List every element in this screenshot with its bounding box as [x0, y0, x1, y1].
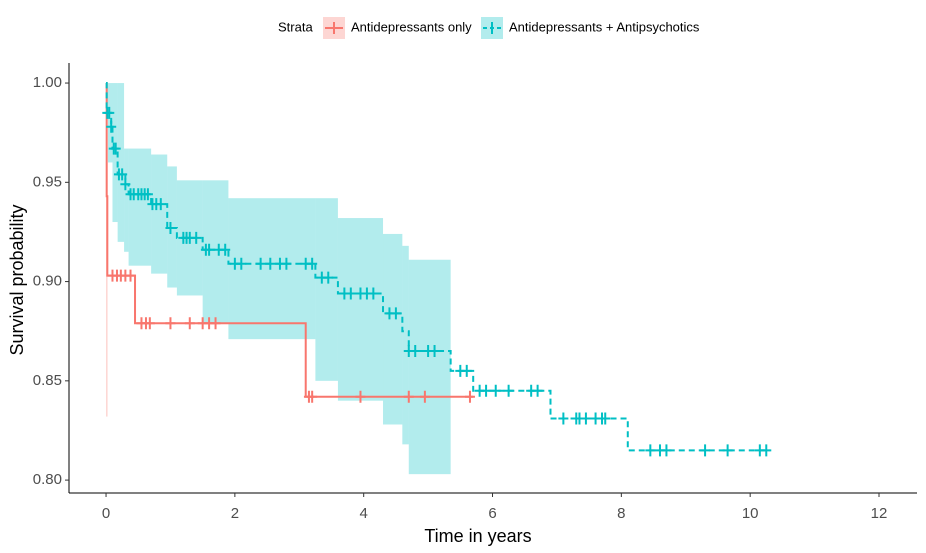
censor-mark [481, 384, 492, 397]
x-tick-label: 2 [231, 505, 239, 522]
censor-mark [419, 390, 430, 403]
censor-mark [464, 390, 475, 403]
censor-mark [645, 444, 656, 457]
censor-mark [700, 444, 711, 457]
ci-band [402, 245, 409, 445]
censor-mark [323, 271, 334, 284]
censor-mark [355, 390, 366, 403]
censor-mark [210, 317, 221, 330]
ci-band [315, 198, 338, 381]
x-tick-label: 4 [360, 505, 368, 522]
legend-label: Antidepressants only [351, 19, 472, 34]
censor-mark [580, 412, 591, 425]
censor-mark [142, 188, 153, 201]
ci-band [202, 180, 229, 324]
censor-mark [403, 390, 414, 403]
censor-mark [390, 307, 401, 320]
x-axis-title: Time in years [424, 526, 531, 546]
censor-mark [307, 390, 318, 403]
y-tick-label: 0.90 [33, 273, 62, 290]
censor-mark [490, 384, 501, 397]
ci-band [408, 259, 451, 475]
censor-mark [104, 106, 115, 119]
y-axis-title: Survival probability [7, 204, 27, 355]
ci-band [117, 83, 125, 242]
censor-mark [265, 257, 276, 270]
censor-mark [281, 257, 292, 270]
x-tick-label: 8 [617, 505, 625, 522]
censor-mark [120, 178, 131, 191]
censor-mark [761, 444, 772, 457]
censor-mark [600, 412, 611, 425]
censor-mark [144, 317, 155, 330]
legend-label: Antidepressants + Antipsychotics [509, 19, 700, 34]
censor-mark [117, 168, 128, 181]
censor-mark [255, 257, 266, 270]
censor-mark [236, 257, 247, 270]
x-tick-label: 12 [871, 505, 888, 522]
censor-mark [110, 142, 121, 155]
ci-band [151, 154, 168, 274]
y-tick-label: 0.80 [33, 471, 62, 488]
y-tick-label: 0.85 [33, 372, 62, 389]
censor-mark [503, 384, 514, 397]
x-tick-label: 6 [488, 505, 496, 522]
ci-band [337, 218, 384, 401]
censor-mark [429, 345, 440, 358]
legend-title: Strata [278, 19, 313, 34]
censor-mark [661, 444, 672, 457]
censor-mark [220, 243, 231, 256]
censor-mark [368, 287, 379, 300]
censor-mark [125, 269, 136, 282]
ci-band [228, 198, 316, 340]
x-tick-label: 0 [102, 505, 110, 522]
y-tick-label: 0.95 [33, 173, 62, 190]
x-tick-label: 10 [742, 505, 759, 522]
censor-mark [204, 243, 215, 256]
censor-mark [184, 317, 195, 330]
censor-mark [165, 221, 176, 234]
ci-band [128, 148, 152, 266]
censor-mark [410, 345, 421, 358]
censor-mark [345, 287, 356, 300]
censor-mark [307, 257, 318, 270]
ci-band [383, 233, 403, 425]
censor-mark [165, 317, 176, 330]
censor-mark [532, 384, 543, 397]
censor-mark [191, 231, 202, 244]
y-tick-label: 1.00 [33, 74, 62, 91]
censor-mark [106, 120, 117, 133]
censor-mark [461, 364, 472, 377]
censor-mark [722, 444, 733, 457]
censor-mark [155, 198, 166, 211]
censor-mark [558, 412, 569, 425]
ci-band [124, 148, 129, 252]
